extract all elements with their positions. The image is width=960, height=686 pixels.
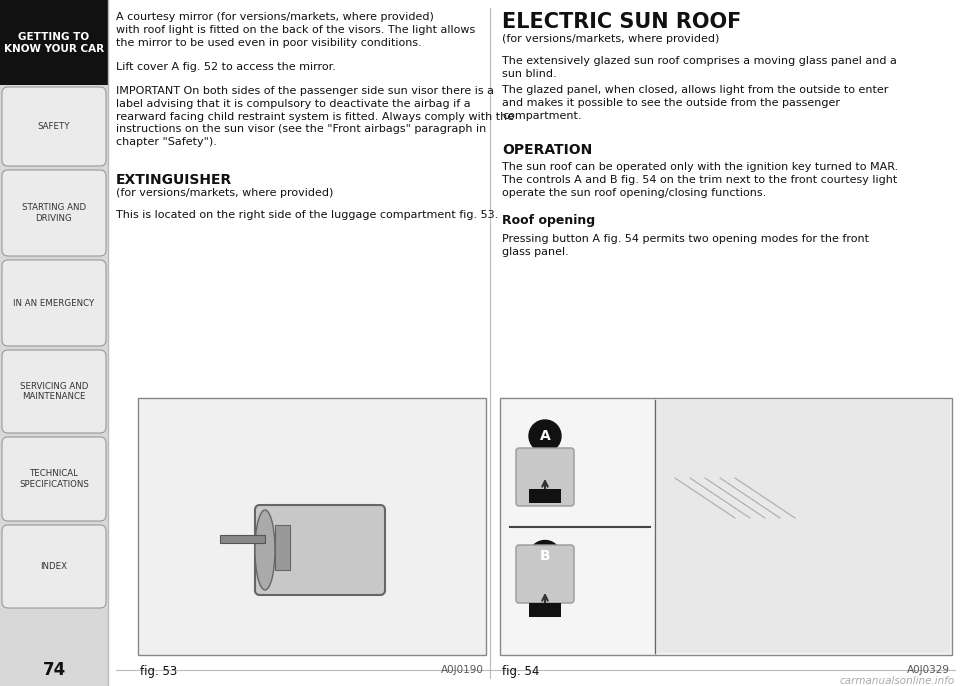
FancyBboxPatch shape (2, 260, 106, 346)
Bar (529, 489, 561, 503)
Circle shape (529, 420, 561, 452)
Text: A: A (540, 429, 550, 443)
Bar (0, 0, 108, 686)
FancyBboxPatch shape (2, 170, 106, 256)
FancyBboxPatch shape (2, 87, 106, 166)
Text: 74: 74 (42, 661, 65, 679)
Text: INDEX: INDEX (40, 562, 67, 571)
Ellipse shape (255, 510, 275, 590)
Text: B: B (540, 549, 550, 563)
Bar (220, 535, 265, 543)
Bar (500, 398, 952, 655)
Text: SERVICING AND
MAINTENANCE: SERVICING AND MAINTENANCE (20, 382, 88, 401)
FancyBboxPatch shape (2, 437, 106, 521)
Text: IN AN EMERGENCY: IN AN EMERGENCY (13, 298, 95, 307)
Text: OPERATION: OPERATION (502, 143, 592, 156)
Text: SAFETY: SAFETY (37, 122, 70, 131)
Circle shape (529, 541, 561, 573)
Text: (for versions/markets, where provided): (for versions/markets, where provided) (502, 34, 719, 44)
Text: carmanualsonline.info: carmanualsonline.info (840, 676, 955, 686)
Text: STARTING AND
DRIVING: STARTING AND DRIVING (22, 203, 86, 223)
Text: fig. 53: fig. 53 (140, 665, 178, 678)
Text: Pressing button A fig. 54 permits two opening modes for the front
glass panel.: Pressing button A fig. 54 permits two op… (502, 234, 869, 257)
Text: EXTINGUISHER: EXTINGUISHER (116, 172, 232, 187)
Text: (for versions/markets, where provided): (for versions/markets, where provided) (116, 189, 333, 198)
Text: A0J0190: A0J0190 (442, 665, 484, 675)
Text: IMPORTANT On both sides of the passenger side sun visor there is a
label advisin: IMPORTANT On both sides of the passenger… (116, 86, 515, 147)
FancyBboxPatch shape (516, 545, 574, 603)
Text: Roof opening: Roof opening (502, 214, 595, 227)
Text: Lift cover A fig. 52 to access the mirror.: Lift cover A fig. 52 to access the mirro… (116, 62, 336, 71)
Text: This is located on the right side of the luggage compartment fig. 53.: This is located on the right side of the… (116, 211, 498, 220)
Bar (275, 525, 290, 570)
Bar (529, 603, 561, 617)
Bar (0, 0, 108, 85)
Text: The glazed panel, when closed, allows light from the outside to enter
and makes : The glazed panel, when closed, allows li… (502, 85, 888, 121)
Bar (138, 398, 486, 655)
Bar (657, 400, 950, 653)
Text: GETTING TO
KNOW YOUR CAR: GETTING TO KNOW YOUR CAR (4, 32, 104, 54)
Text: ELECTRIC SUN ROOF: ELECTRIC SUN ROOF (502, 12, 741, 32)
FancyBboxPatch shape (516, 448, 574, 506)
Text: TECHNICAL
SPECIFICATIONS: TECHNICAL SPECIFICATIONS (19, 469, 89, 488)
Text: The extensively glazed sun roof comprises a moving glass panel and a
sun blind.: The extensively glazed sun roof comprise… (502, 56, 897, 79)
Text: A courtesy mirror (for versions/markets, where provided)
with roof light is fitt: A courtesy mirror (for versions/markets,… (116, 12, 475, 47)
Text: fig. 54: fig. 54 (502, 665, 540, 678)
FancyBboxPatch shape (2, 525, 106, 608)
Text: The sun roof can be operated only with the ignition key turned to MAR.
The contr: The sun roof can be operated only with t… (502, 163, 899, 198)
FancyBboxPatch shape (2, 350, 106, 433)
FancyBboxPatch shape (255, 505, 385, 595)
Text: A0J0329: A0J0329 (907, 665, 950, 675)
